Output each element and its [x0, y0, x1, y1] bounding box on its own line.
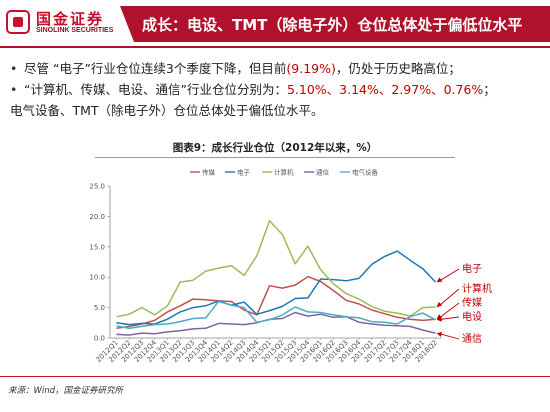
series-line [116, 300, 436, 330]
bullet-dot-icon: • [10, 61, 18, 76]
callout-arrow [437, 302, 460, 320]
bullet-text: ； [483, 82, 496, 97]
company-logo: 国金证券 SINOLINK SECURITIES [6, 8, 130, 40]
legend-label: 电子 [237, 167, 251, 176]
callout-label: 计算机 [462, 282, 492, 295]
figure-title-rule [95, 157, 455, 158]
figure-title: 图表9：成长行业仓位（2012年以来，%） [172, 142, 378, 154]
y-tick-label: 25.0 [89, 183, 105, 191]
bullet-continuation: 电气设备、TMT（除电子外）仓位总体处于偏低位水平。 [10, 100, 545, 121]
callout-arrowhead [436, 316, 442, 322]
bullet-list: • 尽管 “电子”行业仓位连续3个季度下降，但目前(9.19%)，仍处于历史略高位… [10, 58, 545, 121]
y-tick-label: 10.0 [89, 274, 105, 282]
bullet-dot-icon: • [10, 82, 18, 97]
series-line [116, 250, 437, 326]
callout-arrow [437, 268, 460, 283]
callout-arrowhead [436, 277, 443, 283]
logo-english-name: SINOLINK SECURITIES [36, 27, 114, 34]
line-chart: 0.05.010.015.020.025.02012Q12012Q22012Q3… [89, 167, 492, 364]
logo-emblem-icon [6, 10, 30, 34]
header-divider [0, 46, 550, 48]
bullet-item: • “计算机、传媒、电设、通信”行业仓位分别为：5.10%、3.14%、2.97%… [10, 79, 545, 100]
callout-label: 电设 [462, 310, 482, 323]
title-banner: 成长：电设、TMT（除电子外）仓位总体处于偏低位水平 [120, 6, 550, 42]
bullet-text: 电气设备、TMT（除电子外）仓位总体处于偏低位水平。 [10, 103, 324, 118]
series-line [116, 275, 436, 330]
y-tick-label: 15.0 [89, 243, 105, 251]
callout-arrow [437, 288, 460, 308]
footer-divider [0, 376, 550, 377]
bullet-highlight: (9.19%) [286, 61, 336, 76]
callout-arrowhead [436, 332, 443, 337]
bullet-item: • 尽管 “电子”行业仓位连续3个季度下降，但目前(9.19%)，仍处于历史略高位… [10, 58, 545, 79]
callout-arrowhead [436, 301, 443, 307]
bullet-text: 尽管 “电子”行业仓位连续3个季度下降，但目前 [24, 61, 287, 76]
y-tick-label: 5.0 [94, 304, 105, 312]
source-note: 来源：Wind，国金证券研究所 [8, 386, 124, 396]
slide-header: 国金证券 SINOLINK SECURITIES 成长：电设、TMT（除电子外）… [0, 0, 550, 46]
callout-label: 传媒 [462, 297, 482, 309]
legend-label: 计算机 [274, 167, 294, 176]
legend-label: 通信 [316, 167, 330, 176]
series-line [116, 311, 436, 336]
series-line [116, 219, 436, 318]
callout-label: 通信 [462, 333, 482, 345]
bullet-highlight: 5.10%、3.14%、2.97%、0.76% [286, 82, 484, 97]
logo-chinese-name: 国金证券 [36, 10, 105, 28]
legend-label: 传媒 [202, 167, 216, 176]
y-tick-label: 0.0 [94, 335, 105, 343]
page-title: 成长：电设、TMT（除电子外）仓位总体处于偏低位水平 [142, 16, 523, 34]
y-tick-label: 20.0 [89, 213, 105, 221]
callout-label: 电子 [462, 262, 482, 275]
legend-label: 电气设备 [352, 167, 379, 176]
bullet-text: ，仍处于历史略高位； [335, 61, 461, 76]
bullet-text: “计算机、传媒、电设、通信”行业仓位分别为： [24, 82, 287, 97]
